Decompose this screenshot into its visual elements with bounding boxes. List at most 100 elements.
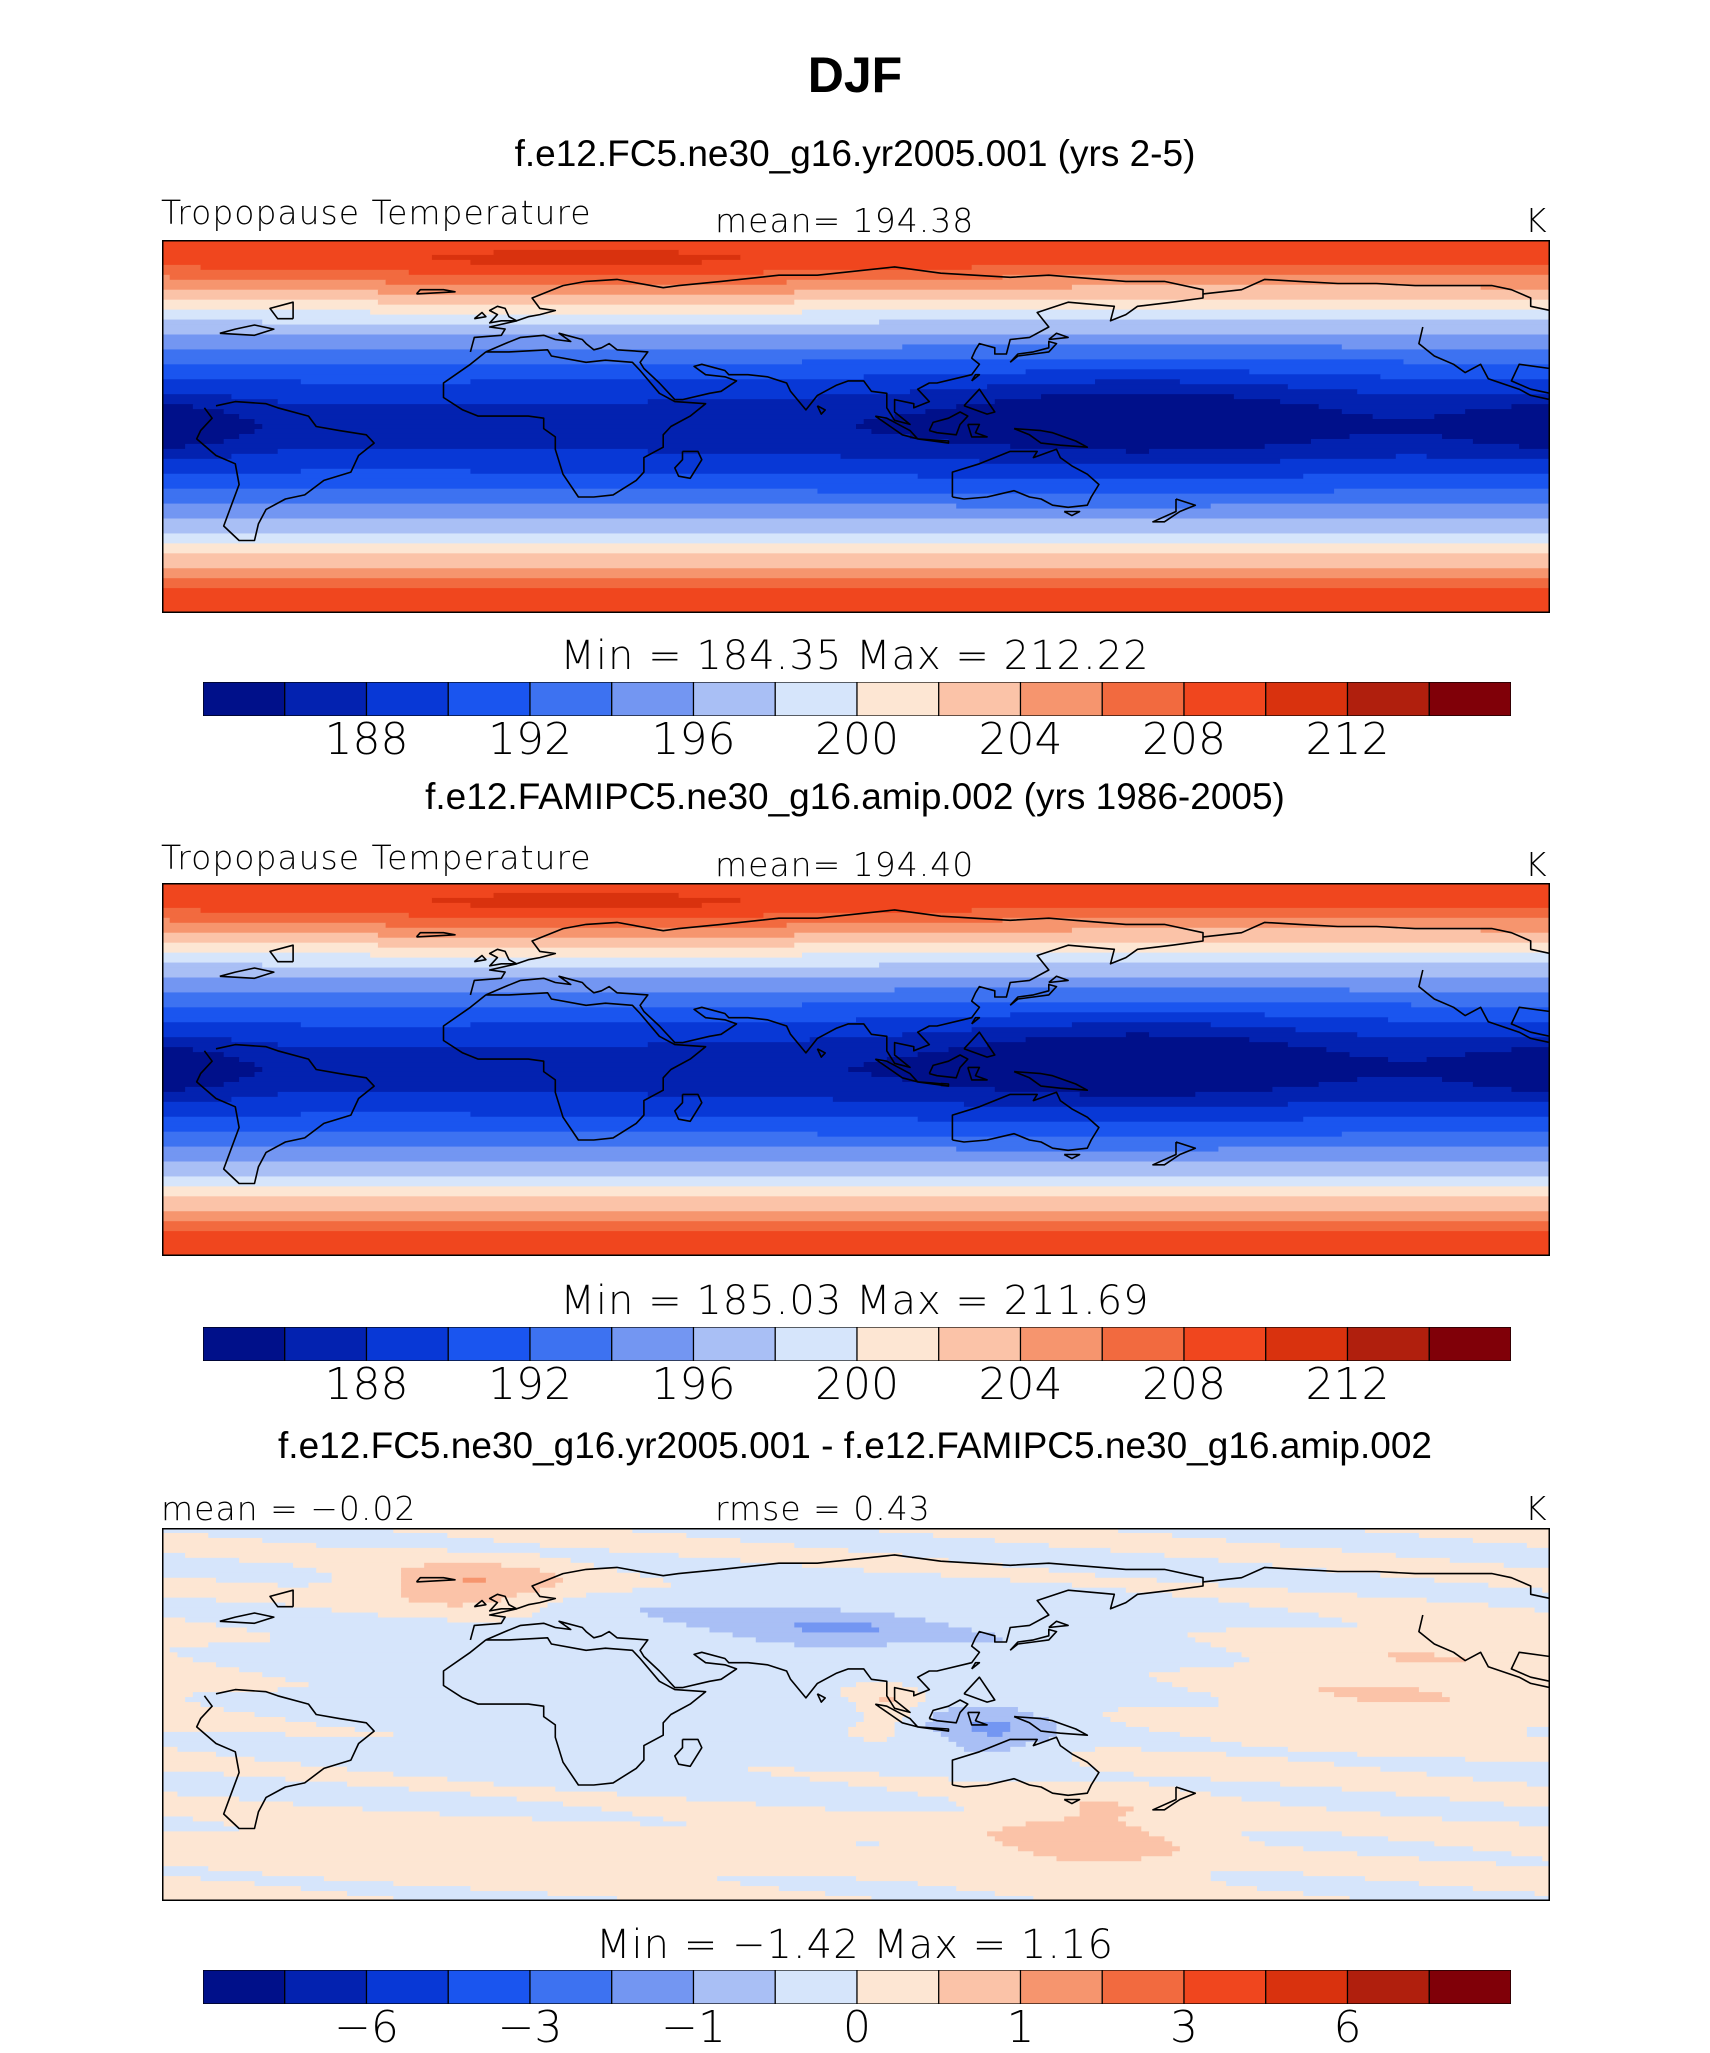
colorbar-swatch — [203, 682, 286, 716]
coastline — [874, 415, 919, 440]
colorbar-swatch — [1428, 1970, 1511, 2004]
coastline — [219, 967, 275, 980]
panel-3-center-label: rmse = 0.43 — [715, 1489, 931, 1528]
coastline — [1418, 969, 1550, 1044]
colorbar-tick-label: 188 — [324, 1359, 409, 1410]
colorbar-swatch — [529, 1327, 613, 1361]
panel-1-map — [162, 240, 1550, 613]
coastline — [1009, 340, 1058, 363]
coastline — [1013, 1070, 1089, 1091]
colorbar-swatch — [1101, 1970, 1185, 2004]
coastline — [1063, 1153, 1081, 1160]
coastline — [917, 438, 950, 444]
panel-1-colorbar — [203, 682, 1511, 716]
coastline — [269, 301, 294, 320]
colorbar-tick-label: 6 — [1333, 2002, 1362, 2053]
coastline — [195, 400, 375, 542]
colorbar-tick-label: 196 — [651, 1359, 736, 1410]
panel-2-map — [162, 883, 1550, 1256]
coastline — [442, 992, 707, 1141]
coastline — [269, 1589, 294, 1608]
coastline — [488, 305, 518, 324]
field-shading — [162, 240, 1550, 613]
coastline — [1510, 363, 1550, 398]
coastline — [1152, 498, 1197, 523]
map-frame — [162, 883, 1550, 1256]
colorbar-swatch — [1428, 1327, 1511, 1361]
coastline — [917, 1726, 950, 1732]
colorbar-swatch — [203, 1970, 286, 2004]
colorbar-tick-label: 192 — [488, 1359, 572, 1410]
coastline — [967, 1066, 988, 1081]
colorbar-tick-label: 208 — [1142, 714, 1226, 765]
map-frame — [162, 1528, 1550, 1901]
colorbar-tick-label: 204 — [978, 1359, 1063, 1410]
colorbar-swatch — [447, 1327, 531, 1361]
coastline — [1013, 427, 1089, 448]
colorbar-tick-label: 188 — [324, 714, 409, 765]
colorbar-swatch — [1265, 682, 1349, 716]
panel-2-colorbar — [203, 1327, 1511, 1361]
panel-2-left-label: Tropopause Temperature — [161, 838, 592, 877]
coastline — [1152, 1141, 1197, 1166]
panel-1-minmax: Min = 184.35 Max = 212.22 — [560, 633, 1150, 679]
colorbar-swatch — [856, 1327, 940, 1361]
coastline — [1009, 983, 1058, 1006]
coastline — [195, 1043, 375, 1185]
colorbar-swatch — [1101, 682, 1185, 716]
coastline — [816, 1693, 827, 1703]
coastline — [1418, 326, 1550, 401]
colorbar-swatch — [1346, 1327, 1430, 1361]
coastline — [1013, 1715, 1089, 1736]
coastline — [874, 1703, 919, 1728]
coastline — [269, 944, 294, 963]
coastline — [1418, 1614, 1550, 1689]
colorbar-swatch — [284, 1327, 368, 1361]
colorbar-swatch — [1183, 682, 1267, 716]
colorbar-tick-label: 3 — [1170, 2002, 1198, 2053]
panel-3-minmax: Min = −1.42 Max = 1.16 — [596, 1922, 1114, 1968]
coastline — [963, 1031, 996, 1058]
colorbar-swatch — [529, 682, 613, 716]
colorbar-swatch — [1019, 1970, 1103, 2004]
colorbar-swatch — [1265, 1327, 1349, 1361]
field-shading — [162, 883, 1550, 1256]
coastline — [473, 1599, 487, 1608]
colorbar-tick-label: 212 — [1305, 714, 1390, 765]
coastline — [673, 1093, 703, 1123]
panel-3-map — [162, 1528, 1550, 1901]
colorbar-tick-label: 1 — [1006, 2002, 1035, 2053]
coastlines — [195, 909, 1550, 1185]
coastline — [1510, 1651, 1550, 1686]
colorbar-swatch — [365, 682, 449, 716]
coastline — [469, 909, 1204, 1069]
colorbar-tick-label: −6 — [334, 2002, 399, 2053]
coastline — [219, 324, 275, 337]
panel-3-case-title: f.e12.FC5.ne30_g16.yr2005.001 - f.e12.FA… — [278, 1425, 1432, 1466]
colorbar-swatch — [938, 1970, 1022, 2004]
colorbar-swatch — [1019, 682, 1103, 716]
colorbar-swatch — [1346, 1970, 1430, 2004]
panel-1-units: K — [1525, 201, 1548, 240]
panel-1-left-label: Tropopause Temperature — [161, 193, 592, 232]
coastline — [415, 931, 456, 938]
coastline — [967, 1711, 988, 1726]
colorbar-swatch — [447, 1970, 531, 2004]
coastline — [415, 1576, 456, 1583]
panel-2-case-title: f.e12.FAMIPC5.ne30_g16.amip.002 (yrs 198… — [425, 776, 1285, 817]
coastline — [469, 266, 1204, 426]
colorbar-swatch — [1019, 1327, 1103, 1361]
colorbar-tick-label: 212 — [1305, 1359, 1390, 1410]
coastline — [963, 388, 996, 415]
coastline — [917, 1081, 950, 1087]
coastline — [874, 1058, 919, 1083]
panel-1-case-title: f.e12.FC5.ne30_g16.yr2005.001 (yrs 2-5) — [514, 133, 1196, 174]
colorbar-tick-label: −1 — [661, 2002, 726, 2053]
panel-2-center-label: mean= 194.40 — [715, 845, 975, 884]
panel-3-units: K — [1525, 1489, 1548, 1528]
panel-3-colorbar — [203, 1970, 1511, 2004]
field-shading — [162, 1528, 1550, 1901]
panel-3-left-label: mean = −0.02 — [161, 1489, 417, 1528]
colorbar-swatch — [284, 1970, 368, 2004]
colorbar-swatch — [774, 1970, 858, 2004]
